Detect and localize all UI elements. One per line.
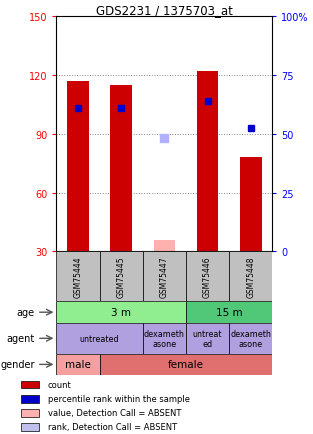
Bar [229, 323, 272, 354]
Bar [22, 409, 39, 417]
Text: gender: gender [0, 360, 35, 369]
Bar [56, 302, 186, 323]
Bar [22, 423, 39, 431]
Text: count: count [48, 380, 71, 389]
Bar [56, 354, 100, 375]
Text: GSM75448: GSM75448 [246, 256, 255, 297]
Text: male: male [65, 360, 91, 369]
Text: value, Detection Call = ABSENT: value, Detection Call = ABSENT [48, 408, 181, 418]
Bar [143, 252, 186, 302]
Text: agent: agent [7, 334, 35, 343]
Bar [100, 252, 143, 302]
Bar [22, 395, 39, 403]
Bar [56, 323, 143, 354]
Text: 3 m: 3 m [111, 308, 131, 317]
Title: GDS2231 / 1375703_at: GDS2231 / 1375703_at [96, 4, 233, 17]
Bar [22, 381, 39, 388]
Bar [56, 252, 100, 302]
Text: dexameth
asone: dexameth asone [230, 329, 271, 348]
Bar [186, 323, 229, 354]
Bar [186, 252, 229, 302]
Bar [67, 82, 89, 252]
Text: GSM75447: GSM75447 [160, 256, 169, 297]
Bar [143, 323, 186, 354]
Bar [153, 240, 175, 252]
Bar [110, 86, 132, 252]
Text: GSM75445: GSM75445 [117, 256, 126, 297]
Bar [229, 252, 272, 302]
Text: female: female [168, 360, 204, 369]
Text: untreated: untreated [80, 334, 119, 343]
Bar [197, 72, 218, 252]
Text: 15 m: 15 m [216, 308, 243, 317]
Bar [186, 302, 272, 323]
Text: dexameth
asone: dexameth asone [144, 329, 185, 348]
Bar [240, 158, 261, 252]
Text: GSM75446: GSM75446 [203, 256, 212, 297]
Text: age: age [17, 308, 35, 317]
Bar [100, 354, 272, 375]
Text: untreat
ed: untreat ed [193, 329, 222, 348]
Text: rank, Detection Call = ABSENT: rank, Detection Call = ABSENT [48, 422, 177, 431]
Text: percentile rank within the sample: percentile rank within the sample [48, 394, 190, 403]
Bar [153, 240, 175, 252]
Text: GSM75444: GSM75444 [74, 256, 82, 297]
